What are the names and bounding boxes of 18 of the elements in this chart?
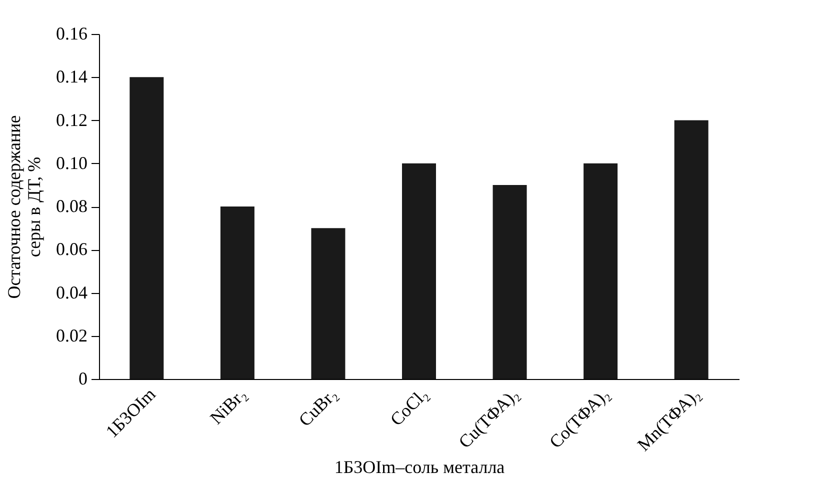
- x-axis-title: 1Б3OIm–соль металла: [334, 456, 505, 477]
- bar: [311, 228, 346, 379]
- bar: [584, 163, 618, 379]
- bar: [130, 77, 164, 379]
- bar: [220, 206, 254, 379]
- bar: [402, 163, 436, 379]
- y-tick-label: 0.16: [56, 24, 88, 44]
- y-tick-label: 0.14: [56, 66, 88, 87]
- y-tick-label: 0.08: [56, 196, 88, 216]
- y-tick-label: 0.10: [56, 152, 88, 173]
- y-tick-label: 0.06: [56, 239, 88, 260]
- y-tick-label: 0.04: [56, 282, 88, 302]
- bar: [492, 184, 527, 379]
- y-tick-label: 0: [78, 368, 88, 388]
- y-tick-label: 0.12: [56, 110, 88, 130]
- bar: [674, 120, 708, 379]
- y-tick-label: 0.02: [56, 325, 88, 346]
- y-axis-title: Остаточное содержание серы в ДТ, %: [4, 115, 44, 299]
